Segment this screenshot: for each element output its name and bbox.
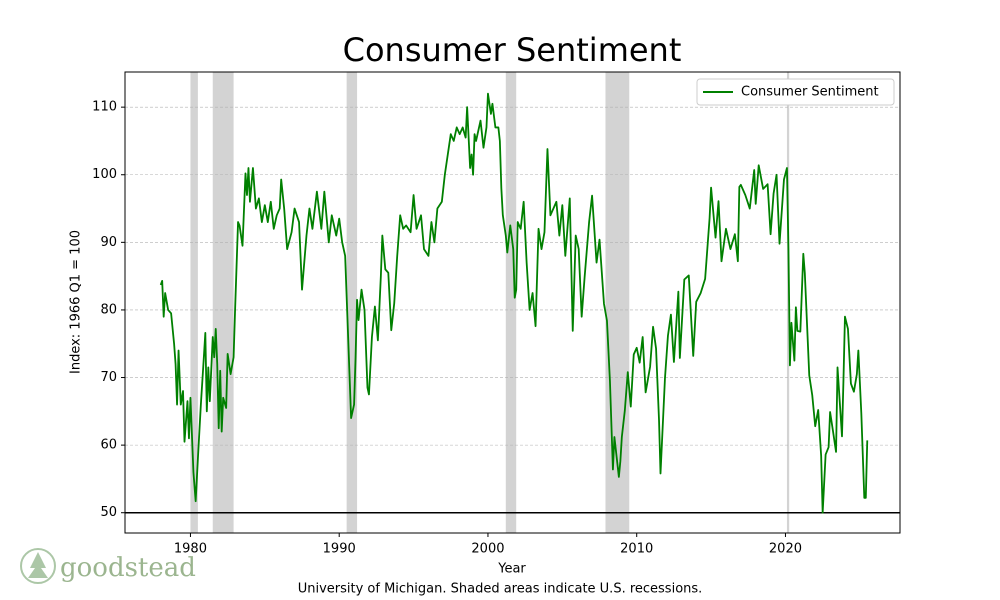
y-tick-label: 110 [92,100,117,115]
x-tick-label: 2020 [769,542,802,557]
legend-label: Consumer Sentiment [741,85,879,100]
y-tick-label: 50 [100,505,117,520]
caption: University of Michigan. Shaded areas ind… [298,582,703,597]
chart-title: Consumer Sentiment [343,31,682,69]
y-tick-label: 90 [100,235,117,250]
recession-band [346,72,358,533]
legend: Consumer Sentiment [696,78,895,106]
x-tick-label: 2000 [471,542,504,557]
y-axis-label: Index: 1966 Q1 = 100 [69,230,84,374]
y-tick-label: 60 [100,438,117,453]
y-tick-label: 100 [92,167,117,182]
y-tick-label: 80 [100,302,117,317]
y-tick-label: 70 [100,370,117,385]
legend-box [696,78,895,106]
x-tick-label: 2010 [620,542,653,557]
recession-band [786,72,790,533]
x-tick-label: 1990 [323,542,356,557]
logo-ring [20,548,56,584]
x-axis-label: Year [497,562,526,577]
data-line [159,92,869,514]
recession-band [505,72,517,533]
plot-area [125,72,900,533]
logo-tree [28,552,48,578]
watermark: goodstead [60,553,196,583]
x-tick-label: 1980 [174,542,207,557]
logo [20,548,56,584]
recession-band [190,72,198,533]
plot-frame [124,71,901,534]
recession-band [212,72,234,533]
